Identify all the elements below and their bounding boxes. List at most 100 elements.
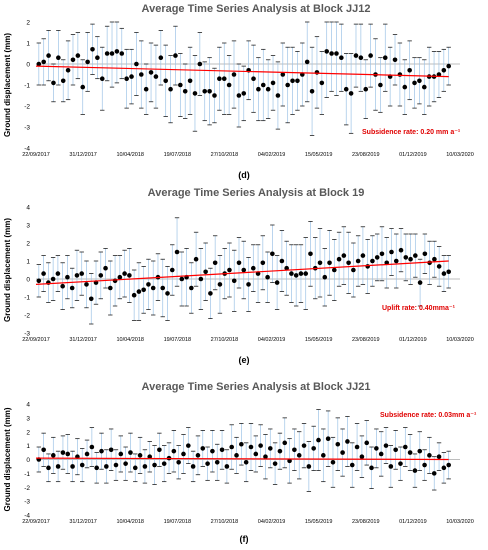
data-point (128, 450, 133, 455)
x-tick-label: 01/12/2019 (399, 152, 427, 158)
data-point (360, 253, 366, 258)
data-point (285, 82, 290, 88)
data-point (408, 256, 413, 262)
data-point (246, 282, 251, 287)
data-point (321, 453, 326, 458)
data-point (272, 461, 278, 466)
data-point (181, 451, 186, 457)
x-tick-label: 31/12/2017 (69, 152, 97, 158)
data-point (179, 276, 185, 282)
data-point (282, 440, 288, 446)
data-point (174, 249, 180, 255)
data-point (345, 439, 350, 444)
x-tick-label: 10/03/2020 (446, 337, 474, 343)
y-tick-label: -2 (24, 313, 30, 320)
x-tick-label: 19/07/2018 (164, 337, 192, 343)
x-tick-label: 10/03/2020 (446, 152, 474, 158)
data-point (256, 86, 261, 92)
data-point (263, 454, 268, 460)
data-point (407, 450, 413, 455)
data-point (314, 70, 320, 75)
y-tick-label: 0 (26, 277, 30, 284)
data-point (250, 265, 256, 271)
data-point (358, 55, 364, 60)
data-point (417, 78, 422, 84)
data-point (202, 89, 208, 94)
data-point (392, 57, 398, 63)
data-point (210, 448, 215, 454)
data-point (161, 461, 167, 466)
data-point (124, 76, 129, 81)
data-point (104, 51, 110, 56)
data-point (309, 89, 315, 94)
x-tick-label: 23/08/2019 (352, 337, 380, 343)
x-tick-label: 19/07/2018 (164, 152, 192, 158)
data-point (431, 471, 437, 476)
data-point (108, 447, 114, 453)
data-point (317, 260, 323, 266)
data-point (36, 278, 42, 284)
x-tick-label: 31/12/2017 (69, 519, 97, 525)
panel-label: (e) (239, 355, 250, 365)
chart-title: Average Time Series Analysis at Block JJ… (142, 381, 371, 393)
data-point (327, 260, 332, 266)
data-point (329, 51, 334, 56)
data-point (79, 271, 85, 276)
y-tick-label: 0 (26, 457, 30, 464)
data-point (55, 271, 61, 276)
data-point (98, 273, 104, 278)
data-point (354, 444, 360, 450)
data-point (147, 454, 153, 460)
data-point (104, 464, 109, 469)
data-point (137, 453, 143, 458)
data-point (229, 444, 235, 450)
data-point (402, 84, 408, 90)
data-point (190, 464, 196, 469)
data-point (325, 436, 331, 441)
data-point (324, 49, 330, 54)
chart-panel-e: Average Time Series Analysis at Block 19… (0, 185, 488, 370)
data-point (319, 80, 325, 86)
rate-label: Uplift rate: 0.40mma⁻¹ (382, 305, 456, 312)
data-point (165, 291, 170, 296)
data-point (212, 93, 217, 98)
data-point (214, 459, 220, 465)
data-point (192, 91, 198, 96)
trend-line (35, 65, 449, 78)
data-point (80, 84, 86, 90)
data-point (65, 274, 70, 280)
data-point (265, 274, 270, 280)
data-point (169, 267, 175, 273)
y-tick-label: 1 (26, 259, 30, 266)
data-point (85, 59, 90, 65)
y-tick-label: 2 (26, 241, 30, 248)
data-point (152, 462, 157, 468)
data-point (153, 74, 159, 79)
data-point (332, 267, 337, 273)
data-point (393, 447, 398, 453)
data-point (236, 260, 242, 266)
x-tick-label: 15/05/2019 (305, 152, 333, 158)
data-point (436, 264, 442, 269)
data-point (413, 253, 418, 258)
data-point (293, 273, 299, 278)
data-point (267, 446, 273, 451)
y-tick-label: -1 (24, 471, 30, 478)
y-tick-label: 3 (26, 415, 30, 422)
data-point (322, 274, 328, 280)
data-point (251, 76, 256, 81)
data-point (446, 63, 451, 69)
data-point (284, 265, 289, 271)
data-point (427, 260, 432, 266)
data-point (393, 258, 399, 264)
data-point (253, 451, 259, 457)
trend-line (35, 260, 449, 285)
data-point (198, 276, 204, 282)
data-point (189, 285, 194, 291)
data-point (50, 453, 56, 458)
data-point (55, 464, 61, 469)
data-point (193, 256, 199, 262)
rate-label: Subsidence rate: 0.03mm a⁻¹ (380, 412, 477, 419)
data-point (89, 444, 95, 450)
data-point (355, 258, 361, 264)
